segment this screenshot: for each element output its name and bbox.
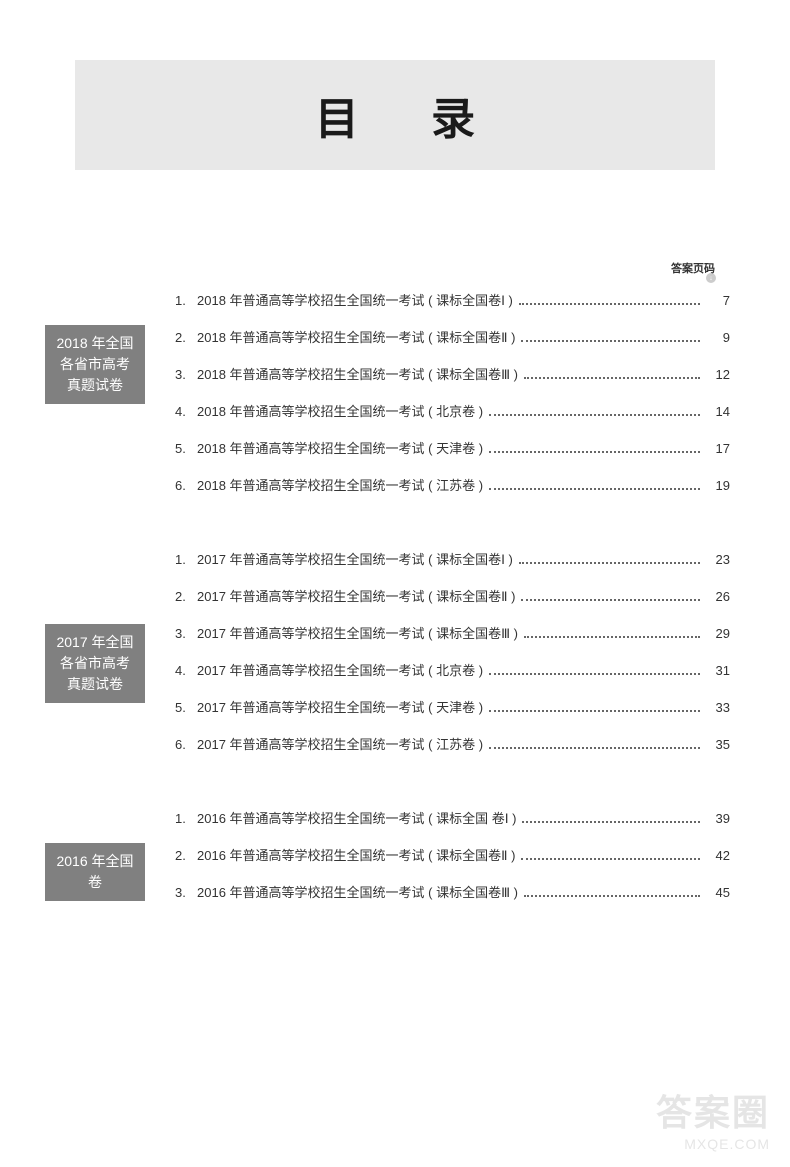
entry-num: 4. (175, 663, 197, 678)
entry-page: 42 (706, 848, 730, 863)
entry-num: 6. (175, 478, 197, 493)
entry-num: 4. (175, 404, 197, 419)
entry-title: 2018 年普通高等学校招生全国统一考试 ( 课标全国卷Ⅰ ) (197, 290, 513, 309)
entries-2017: 1.2017 年普通高等学校招生全国统一考试 ( 课标全国卷Ⅰ )23 2.20… (175, 549, 730, 753)
toc-entry: 3.2017 年普通高等学校招生全国统一考试 ( 课标全国卷Ⅲ ) 29 (175, 623, 730, 642)
toc-entry: 4.2018 年普通高等学校招生全国统一考试 ( 北京卷 ) 14 (175, 401, 730, 420)
section-label-2016: 2016 年全国卷 (45, 843, 145, 901)
toc-entry: 2.2016 年普通高等学校招生全国统一考试 ( 课标全国卷Ⅱ ) 42 (175, 845, 730, 864)
entry-num: 2. (175, 330, 197, 345)
entry-num: 1. (175, 552, 197, 567)
toc-entry: 1.2018 年普通高等学校招生全国统一考试 ( 课标全国卷Ⅰ ) 7 (175, 290, 730, 309)
entry-title: 2018 年普通高等学校招生全国统一考试 ( 课标全国卷Ⅱ ) (197, 327, 515, 346)
entry-page: 39 (706, 811, 730, 826)
entry-title: 2017 年普通高等学校招生全国统一考试 ( 课标全国卷Ⅰ ) (197, 549, 513, 568)
entry-num: 2. (175, 589, 197, 604)
entry-title: 2018 年普通高等学校招生全国统一考试 ( 北京卷 ) (197, 401, 483, 420)
toc-entry: 1.2016 年普通高等学校招生全国统一考试 ( 课标全国 卷Ⅰ ) 39 (175, 808, 730, 827)
leader-dots (489, 414, 700, 416)
entry-page: 35 (706, 737, 730, 752)
leader-dots (521, 599, 700, 601)
section-label-2018: 2018 年全国各省市高考真题试卷 (45, 325, 145, 404)
page-title: 目 录 (285, 83, 505, 147)
entry-num: 1. (175, 811, 197, 826)
toc-entry: 2.2018 年普通高等学校招生全国统一考试 ( 课标全国卷Ⅱ ) 9 (175, 327, 730, 346)
section-2017: 2017 年全国各省市高考真题试卷 1.2017 年普通高等学校招生全国统一考试… (45, 549, 730, 753)
entry-page: 9 (706, 330, 730, 345)
entry-num: 5. (175, 441, 197, 456)
entry-num: 5. (175, 700, 197, 715)
entry-page: 12 (706, 367, 730, 382)
leader-dots (524, 895, 700, 897)
entry-title: 2018 年普通高等学校招生全国统一考试 ( 天津卷 ) (197, 438, 483, 457)
entries-2016: 1.2016 年普通高等学校招生全国统一考试 ( 课标全国 卷Ⅰ )39 2.2… (175, 808, 730, 901)
section-label-2017: 2017 年全国各省市高考真题试卷 (45, 624, 145, 703)
entry-title: 2017 年普通高等学校招生全国统一考试 ( 江苏卷 ) (197, 734, 483, 753)
watermark-url: MXQE.COM (656, 1136, 770, 1152)
leader-dots (489, 710, 700, 712)
watermark: 答案圈 MXQE.COM (656, 1084, 770, 1152)
toc-entry: 5.2017 年普通高等学校招生全国统一考试 ( 天津卷 ) 33 (175, 697, 730, 716)
leader-dots (519, 562, 700, 564)
title-banner: 目 录 (75, 60, 715, 170)
leader-dots (521, 858, 700, 860)
entry-title: 2017 年普通高等学校招生全国统一考试 ( 课标全国卷Ⅲ ) (197, 623, 518, 642)
entry-page: 7 (706, 293, 730, 308)
leader-dots (519, 303, 700, 305)
toc-entry: 4.2017 年普通高等学校招生全国统一考试 ( 北京卷 ) 31 (175, 660, 730, 679)
leader-dots (489, 488, 700, 490)
entry-title: 2016 年普通高等学校招生全国统一考试 ( 课标全国卷Ⅱ ) (197, 845, 515, 864)
entry-page: 29 (706, 626, 730, 641)
toc-entry: 5.2018 年普通高等学校招生全国统一考试 ( 天津卷 ) 17 (175, 438, 730, 457)
entry-page: 26 (706, 589, 730, 604)
entry-num: 3. (175, 626, 197, 641)
entry-page: 19 (706, 478, 730, 493)
entry-title: 2016 年普通高等学校招生全国统一考试 ( 课标全国卷Ⅲ ) (197, 882, 518, 901)
leader-dots (524, 636, 700, 638)
entries-2018: 1.2018 年普通高等学校招生全国统一考试 ( 课标全国卷Ⅰ )7 2.201… (175, 290, 730, 494)
leader-dots (524, 377, 700, 379)
toc-entry: 1.2017 年普通高等学校招生全国统一考试 ( 课标全国卷Ⅰ ) 23 (175, 549, 730, 568)
entry-title: 2017 年普通高等学校招生全国统一考试 ( 天津卷 ) (197, 697, 483, 716)
section-2016: 2016 年全国卷 1.2016 年普通高等学校招生全国统一考试 ( 课标全国 … (45, 808, 730, 901)
entry-page: 14 (706, 404, 730, 419)
watermark-logo: 答案圈 (656, 1084, 770, 1136)
entry-title: 2018 年普通高等学校招生全国统一考试 ( 课标全国卷Ⅲ ) (197, 364, 518, 383)
toc-entry: 6.2018 年普通高等学校招生全国统一考试 ( 江苏卷 ) 19 (175, 475, 730, 494)
entry-num: 3. (175, 367, 197, 382)
leader-dots (489, 673, 700, 675)
entry-page: 33 (706, 700, 730, 715)
leader-dots (521, 340, 700, 342)
entry-page: 45 (706, 885, 730, 900)
toc-entry: 3.2016 年普通高等学校招生全国统一考试 ( 课标全国卷Ⅲ ) 45 (175, 882, 730, 901)
entry-title: 2018 年普通高等学校招生全国统一考试 ( 江苏卷 ) (197, 475, 483, 494)
toc-content: 2018 年全国各省市高考真题试卷 1.2018 年普通高等学校招生全国统一考试… (45, 290, 730, 956)
download-icon: ↓ (706, 273, 716, 283)
toc-entry: 3.2018 年普通高等学校招生全国统一考试 ( 课标全国卷Ⅲ ) 12 (175, 364, 730, 383)
entry-title: 2017 年普通高等学校招生全国统一考试 ( 课标全国卷Ⅱ ) (197, 586, 515, 605)
leader-dots (489, 451, 700, 453)
entry-page: 17 (706, 441, 730, 456)
toc-entry: 2.2017 年普通高等学校招生全国统一考试 ( 课标全国卷Ⅱ ) 26 (175, 586, 730, 605)
entry-title: 2016 年普通高等学校招生全国统一考试 ( 课标全国 卷Ⅰ ) (197, 808, 516, 827)
leader-dots (489, 747, 700, 749)
entry-page: 31 (706, 663, 730, 678)
entry-num: 1. (175, 293, 197, 308)
leader-dots (522, 821, 700, 823)
entry-title: 2017 年普通高等学校招生全国统一考试 ( 北京卷 ) (197, 660, 483, 679)
section-2018: 2018 年全国各省市高考真题试卷 1.2018 年普通高等学校招生全国统一考试… (45, 290, 730, 494)
entry-num: 2. (175, 848, 197, 863)
entry-num: 6. (175, 737, 197, 752)
toc-entry: 6.2017 年普通高等学校招生全国统一考试 ( 江苏卷 ) 35 (175, 734, 730, 753)
entry-num: 3. (175, 885, 197, 900)
entry-page: 23 (706, 552, 730, 567)
